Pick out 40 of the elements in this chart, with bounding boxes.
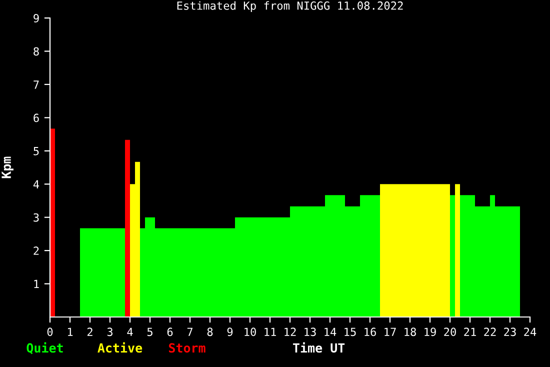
x-tick-label: 9	[227, 328, 233, 336]
x-tick-label: 10	[244, 328, 256, 336]
x-tick-label: 2	[87, 328, 92, 336]
x-tick-label: 18	[404, 328, 416, 336]
x-tick-label: 0	[47, 328, 53, 336]
x-tick-label: 23	[504, 328, 516, 336]
y-axis-title: Kpm	[2, 156, 14, 178]
x-tick-label: 20	[444, 328, 456, 336]
x-tick-label: 7	[187, 328, 193, 336]
y-tick-label: 3	[34, 213, 39, 222]
x-tick-label: 4	[127, 328, 133, 336]
y-tick-label: 1	[34, 280, 39, 288]
x-axis-title: Time UT	[293, 342, 345, 353]
x-tick-label: 24	[524, 328, 536, 336]
chart-title: Estimated Kp from NIGGG 11.08.2022	[177, 1, 403, 12]
x-tick-label: 14	[324, 328, 336, 336]
x-tick-label: 19	[424, 328, 436, 336]
x-tick-label: 11	[264, 328, 276, 336]
x-tick-label: 17	[384, 328, 396, 336]
y-tick-label: 9	[34, 14, 39, 22]
x-tick-label: 12	[284, 328, 296, 336]
x-tick-label: 6	[167, 328, 173, 336]
x-tick-label: 15	[344, 328, 356, 336]
x-tick-label: 22	[484, 328, 496, 336]
x-tick-label: 5	[147, 328, 152, 336]
x-tick-label: 1	[68, 328, 73, 336]
y-tick-label: 6	[34, 114, 39, 122]
y-tick-label: 8	[34, 47, 39, 56]
text: Active	[98, 342, 142, 353]
x-tick-label: 8	[207, 328, 213, 336]
y-tick-label: 7	[34, 80, 39, 89]
x-tick-label: 16	[364, 328, 376, 336]
y-tick-label: 5	[34, 147, 39, 156]
y-tick-label: 4	[33, 180, 40, 188]
x-tick-label: 13	[304, 328, 316, 336]
x-tick-label: 21	[464, 328, 476, 336]
x-tick-label: 3	[107, 328, 113, 336]
text: Quiet	[26, 342, 63, 354]
y-tick-label: 2	[34, 246, 39, 255]
text: Storm	[168, 343, 206, 353]
